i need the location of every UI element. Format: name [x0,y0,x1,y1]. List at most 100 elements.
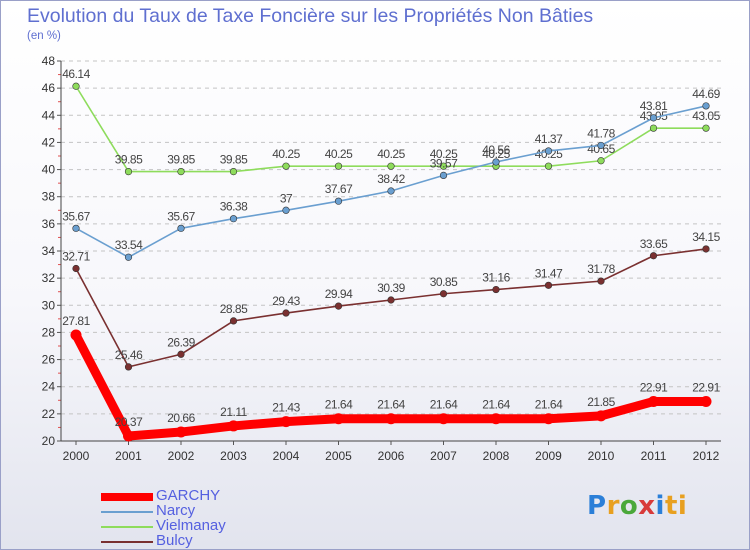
data-label-vielmanay-2007: 40.25 [430,147,458,161]
data-label-vielmanay-2006: 40.25 [377,147,405,161]
data-label-garchy-2003: 21.11 [220,405,247,419]
point-garchy-2012 [700,396,712,408]
point-bulcy-2011 [649,252,658,260]
data-label-vielmanay-2005: 40.25 [325,147,353,161]
data-label-narcy-2007: 39.57 [430,156,458,170]
y-tick-label-48: 48 [42,54,56,68]
point-garchy-2001 [123,430,134,442]
x-tick-label-2010: 2010 [588,449,615,463]
data-label-narcy-2011: 43.81 [640,99,668,113]
point-garchy-2008 [490,413,502,425]
point-garchy-2006 [385,413,397,425]
y-tick-label-20: 20 [42,434,56,448]
x-tick-label-2006: 2006 [378,449,405,463]
legend-item-bulcy: Bulcy [101,532,261,549]
y-tick-label-44: 44 [42,108,56,122]
y-tick-label-42: 42 [42,135,56,149]
point-bulcy-2005 [334,302,343,310]
data-label-narcy-2009: 41.37 [535,132,563,146]
point-garchy-2000 [70,329,82,341]
legend-label-vielmanay: Vielmanay [156,517,226,534]
point-bulcy-2012 [702,245,710,253]
data-label-vielmanay-2012: 43.05 [692,109,720,123]
data-label-vielmanay-2004: 40.25 [272,147,300,161]
point-vielmanay-2005 [334,162,343,170]
data-label-narcy-2005: 37.67 [325,182,353,196]
y-tick-label-26: 26 [42,353,56,367]
point-narcy-2006 [387,187,395,195]
data-label-garchy-2006: 21.64 [377,398,405,412]
legend-item-narcy: Narcy [101,502,261,520]
legend-item-garchy: GARCHY [101,487,261,505]
data-label-bulcy-2007: 30.85 [430,275,458,289]
data-label-narcy-2004: 37 [280,191,293,205]
point-vielmanay-2001 [124,168,133,176]
point-garchy-2002 [175,426,187,438]
legend-item-vielmanay: Vielmanay [101,517,261,535]
y-tick-label-32: 32 [42,271,56,285]
point-garchy-2011 [648,396,659,408]
point-narcy-2004 [282,206,290,214]
point-bulcy-2010 [597,277,605,285]
data-label-narcy-2010: 41.78 [587,126,615,140]
data-label-narcy-2006: 38.42 [377,172,405,186]
data-label-garchy-2010: 21.85 [587,395,615,409]
data-label-bulcy-2000: 32.71 [62,250,90,264]
data-label-garchy-2008: 21.64 [482,398,510,412]
legend-label-narcy: Narcy [156,502,196,519]
y-tick-label-38: 38 [42,190,56,204]
point-garchy-2003 [228,420,239,432]
point-narcy-2002 [177,224,185,232]
data-label-bulcy-2001: 25.46 [115,348,143,362]
legend-swatch-vielmanay [101,526,153,528]
data-label-bulcy-2012: 34.15 [692,230,720,244]
x-tick-label-2009: 2009 [535,449,562,463]
data-label-bulcy-2004: 29.43 [272,294,300,308]
data-label-garchy-2001: 20.37 [115,415,143,429]
x-tick-label-2001: 2001 [115,449,142,463]
y-tick-label-30: 30 [42,298,56,312]
data-label-vielmanay-2002: 39.85 [167,153,195,167]
y-tick-label-36: 36 [42,217,56,231]
point-bulcy-2000 [72,264,80,273]
data-label-garchy-2004: 21.43 [272,401,300,415]
data-label-narcy-2003: 36.38 [220,200,248,214]
y-tick-label-34: 34 [42,244,56,258]
data-label-narcy-2002: 35.67 [167,209,195,223]
point-vielmanay-2004 [282,162,290,170]
point-narcy-2009 [544,147,553,155]
legend-swatch-narcy [101,511,153,513]
data-label-garchy-2009: 21.64 [535,398,563,412]
point-vielmanay-2003 [229,168,238,176]
point-bulcy-2007 [439,290,448,298]
data-label-garchy-2005: 21.64 [325,398,353,412]
x-tick-label-2007: 2007 [430,449,457,463]
x-tick-label-2003: 2003 [220,449,247,463]
x-tick-label-2011: 2011 [641,449,667,463]
data-label-narcy-2012: 44.69 [692,87,720,101]
data-label-garchy-2007: 21.64 [430,398,458,412]
chart-subtitle: (en %) [27,30,61,42]
data-label-vielmanay-2001: 39.85 [115,153,143,167]
x-tick-label-2004: 2004 [273,449,300,463]
data-label-vielmanay-2008: 40.25 [482,147,510,161]
x-tick-label-2005: 2005 [325,449,352,463]
x-tick-label-2000: 2000 [63,449,90,463]
data-label-bulcy-2006: 30.39 [377,281,405,295]
point-vielmanay-2010 [597,157,605,165]
point-narcy-2010 [597,141,605,150]
point-bulcy-2006 [387,296,395,304]
point-vielmanay-2006 [387,162,395,170]
proxiti-logo: Proxiti [587,491,688,521]
point-vielmanay-2009 [544,162,553,170]
point-vielmanay-2007 [439,162,448,170]
y-tick-label-22: 22 [42,407,56,421]
x-tick-label-2008: 2008 [483,449,510,463]
point-garchy-2005 [333,413,344,425]
data-label-garchy-2000: 27.81 [62,314,90,328]
y-tick-label-46: 46 [42,81,56,95]
data-label-vielmanay-2000: 46.14 [62,67,90,81]
data-label-narcy-2001: 33.54 [115,238,143,252]
